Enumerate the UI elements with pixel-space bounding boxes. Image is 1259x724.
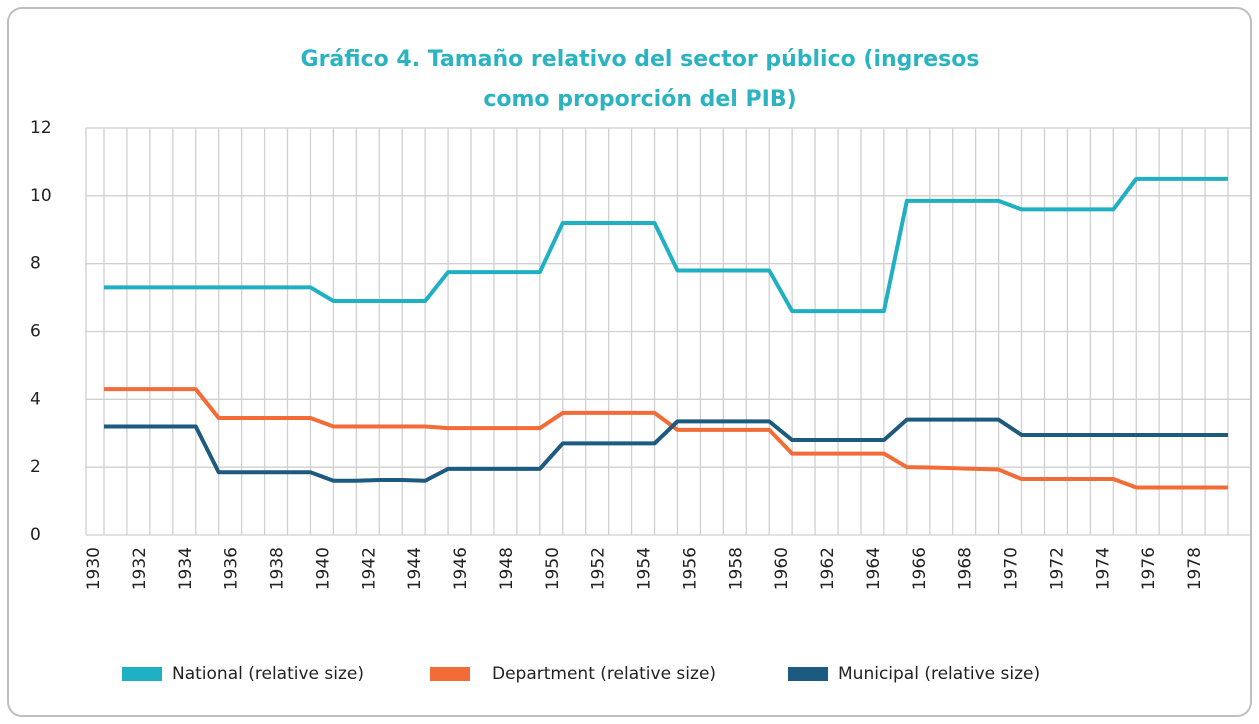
x-tick-label: 1954 [635, 547, 655, 590]
x-tick-label: 1970 [1002, 547, 1022, 590]
x-tick-label: 1944 [405, 547, 425, 590]
line-series [104, 387, 1228, 490]
legend-label: Department (relative size) [492, 664, 716, 684]
x-tick-label: 1930 [84, 547, 104, 590]
x-tick-label: 1946 [451, 547, 471, 590]
x-tick-label: 1936 [222, 547, 242, 590]
legend-swatch [122, 667, 162, 681]
x-tick-label: 1974 [1093, 547, 1113, 590]
y-tick-label: 10 [30, 186, 52, 206]
x-tick-label: 1942 [359, 547, 379, 590]
x-tick-label: 1958 [726, 547, 746, 590]
x-tick-label: 1952 [589, 547, 609, 590]
x-tick-label: 1934 [176, 547, 196, 590]
y-tick-label: 4 [30, 389, 41, 409]
legend-label: Municipal (relative size) [838, 664, 1040, 684]
x-tick-label: 1938 [268, 547, 288, 590]
line-series [104, 417, 1228, 483]
y-tick-label: 8 [30, 254, 41, 274]
chart-title: como proporción del PIB) [483, 87, 796, 112]
x-tick-label: 1950 [543, 547, 563, 590]
x-tick-label: 1978 [1185, 547, 1205, 590]
x-tick-label: 1962 [818, 547, 838, 590]
x-tick-label: 1968 [956, 547, 976, 590]
y-tick-label: 2 [30, 457, 41, 477]
legend-label: National (relative size) [172, 664, 364, 684]
legend-swatch [788, 667, 828, 681]
x-tick-label: 1956 [680, 547, 700, 590]
x-tick-label: 1964 [864, 547, 884, 590]
x-tick-label: 1966 [910, 547, 930, 590]
x-tick-label: 1960 [772, 547, 792, 590]
x-tick-label: 1976 [1139, 547, 1159, 590]
legend-swatch [430, 667, 470, 681]
frame [7, 7, 1252, 717]
line-series [104, 176, 1228, 314]
chart-title: Gráfico 4. Tamaño relativo del sector pú… [301, 47, 980, 72]
x-tick-label: 1940 [313, 547, 333, 590]
y-tick-label: 6 [30, 322, 41, 342]
x-tick-label: 1972 [1047, 547, 1067, 590]
y-tick-label: 12 [30, 118, 52, 138]
x-tick-label: 1932 [130, 547, 150, 590]
x-tick-label: 1948 [497, 547, 517, 590]
y-tick-label: 0 [30, 525, 41, 545]
